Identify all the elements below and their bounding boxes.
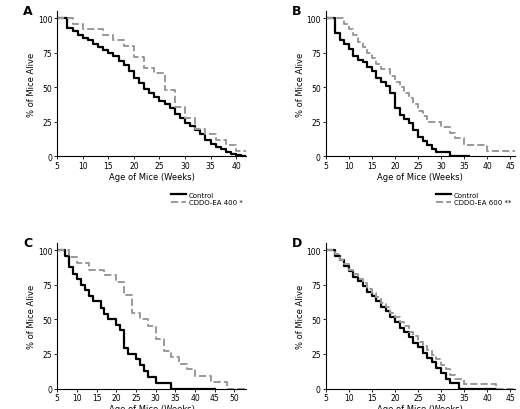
Y-axis label: % of Mice Alive: % of Mice Alive: [28, 53, 36, 117]
Legend: Control, CDDO-EA 400 *: Control, CDDO-EA 400 *: [171, 192, 243, 206]
Text: C: C: [23, 236, 32, 249]
Y-axis label: % of Mice Alive: % of Mice Alive: [296, 53, 305, 117]
Text: A: A: [23, 5, 33, 18]
Y-axis label: % of Mice Alive: % of Mice Alive: [296, 284, 305, 348]
X-axis label: Age of Mice (Weeks): Age of Mice (Weeks): [109, 404, 194, 409]
X-axis label: Age of Mice (Weeks): Age of Mice (Weeks): [378, 172, 463, 181]
X-axis label: Age of Mice (Weeks): Age of Mice (Weeks): [109, 172, 194, 181]
X-axis label: Age of Mice (Weeks): Age of Mice (Weeks): [378, 404, 463, 409]
Y-axis label: % of Mice Alive: % of Mice Alive: [28, 284, 36, 348]
Text: B: B: [292, 5, 301, 18]
Text: D: D: [292, 236, 302, 249]
Legend: Control, CDDO-EA 600 **: Control, CDDO-EA 600 **: [436, 192, 511, 206]
